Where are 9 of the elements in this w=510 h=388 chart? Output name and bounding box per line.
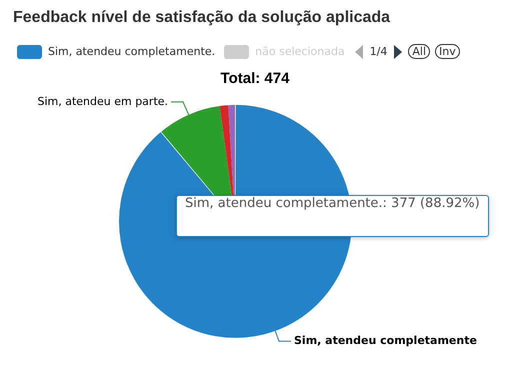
slice-label: Sim, atendeu em parte. — [37, 94, 168, 108]
text: Inv — [435, 44, 460, 59]
data-label: Sim, atendeu completamente — [294, 334, 477, 348]
chart-title: Feedback nível de satisfação da solução aplicada — [13, 9, 390, 27]
legend-label: Sim, atendeu completamente. — [48, 45, 216, 58]
text: All — [408, 44, 430, 59]
text: Sim, atendeu completamente.: 377 (88.92%) — [176, 195, 489, 237]
text: Total: 474 — [220, 70, 290, 87]
text: 1/4 — [370, 45, 388, 58]
